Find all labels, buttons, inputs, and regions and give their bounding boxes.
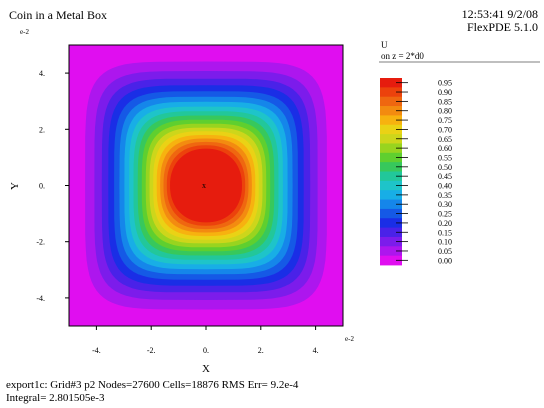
legend-swatch — [380, 255, 402, 266]
y-tick-label: -2. — [36, 238, 45, 247]
x-tick-label: 0. — [203, 346, 209, 355]
legend-swatch — [380, 180, 402, 191]
x-axis-label: X — [202, 363, 210, 375]
legend-level-label: 0.95 — [438, 79, 452, 88]
legend-swatch — [380, 246, 402, 257]
legend-swatch — [380, 236, 402, 247]
y-exponent-label: e-2 — [20, 28, 29, 36]
y-axis-label: Y — [9, 182, 21, 190]
software-version: FlexPDE 5.1.0 — [466, 20, 538, 34]
legend-swatch — [380, 78, 402, 88]
plot-title: Coin in a Metal Box — [9, 8, 107, 22]
legend-level-label: 0.85 — [438, 97, 452, 106]
legend-level-label: 0.80 — [438, 107, 452, 116]
x-tick-label: -2. — [147, 346, 156, 355]
legend-swatch — [380, 115, 402, 126]
axes: -4. -2. 0. 2. 4. 4. 2. 0. -2. -4. — [36, 69, 318, 355]
legend-level-label: 0.00 — [438, 256, 452, 265]
legend-level-label: 0.15 — [438, 228, 452, 237]
legend-swatch — [380, 171, 402, 182]
y-tick-label: -4. — [36, 294, 45, 303]
contour-bands — [69, 45, 343, 326]
legend-swatch — [380, 152, 402, 163]
footer-stats: export1c: Grid#3 p2 Nodes=27600 Cells=18… — [6, 379, 298, 405]
legend-variable: U — [381, 40, 388, 50]
y-tick-label: 0. — [39, 182, 45, 191]
legend-swatch — [380, 134, 402, 144]
color-legend: 0.950.900.850.800.750.700.650.600.550.50… — [380, 78, 452, 266]
legend-level-label: 0.90 — [438, 88, 452, 97]
legend-swatch — [380, 162, 402, 172]
x-tick-label: -4. — [92, 346, 101, 355]
legend-title: U on z = 2*d0 — [381, 40, 424, 62]
legend-swatch — [380, 218, 402, 228]
legend-level-label: 0.35 — [438, 191, 452, 200]
y-tick-label: 2. — [39, 125, 45, 134]
legend-swatch — [380, 106, 402, 116]
legend-swatch — [380, 227, 402, 238]
legend-swatch — [380, 199, 402, 210]
center-marker: x — [202, 181, 206, 190]
legend-swatch — [380, 87, 402, 98]
legend-level-label: 0.70 — [438, 125, 452, 134]
contour-band — [170, 148, 242, 223]
legend-level-label: 0.40 — [438, 182, 452, 191]
legend-level-label: 0.45 — [438, 172, 452, 181]
legend-level-label: 0.55 — [438, 153, 452, 162]
legend-level-label: 0.10 — [438, 238, 452, 247]
legend-subtitle: on z = 2*d0 — [381, 51, 424, 61]
legend-swatch — [380, 143, 402, 154]
x-tick-label: 2. — [258, 346, 264, 355]
legend-level-label: 0.25 — [438, 210, 452, 219]
y-tick-label: 4. — [39, 69, 45, 78]
timestamp: 12:53:41 9/2/08 — [461, 7, 538, 21]
legend-level-label: 0.60 — [438, 144, 452, 153]
legend-swatch — [380, 96, 402, 107]
integral-value: Integral= 2.801505e-3 — [6, 392, 105, 404]
x-exponent-label: e-2 — [345, 335, 354, 343]
export-info: export1c: Grid#3 p2 Nodes=27600 Cells=18… — [6, 379, 299, 391]
timestamp-block: 12:53:41 9/2/08 FlexPDE 5.1.0 — [462, 8, 538, 34]
x-tick-label: 4. — [313, 346, 319, 355]
legend-level-label: 0.75 — [438, 116, 452, 125]
legend-swatch — [380, 124, 402, 135]
legend-level-label: 0.30 — [438, 200, 452, 209]
legend-level-label: 0.50 — [438, 163, 452, 172]
legend-swatch — [380, 208, 402, 219]
legend-level-label: 0.65 — [438, 135, 452, 144]
legend-level-label: 0.20 — [438, 219, 452, 228]
legend-swatch — [380, 190, 402, 200]
legend-level-label: 0.05 — [438, 247, 452, 256]
